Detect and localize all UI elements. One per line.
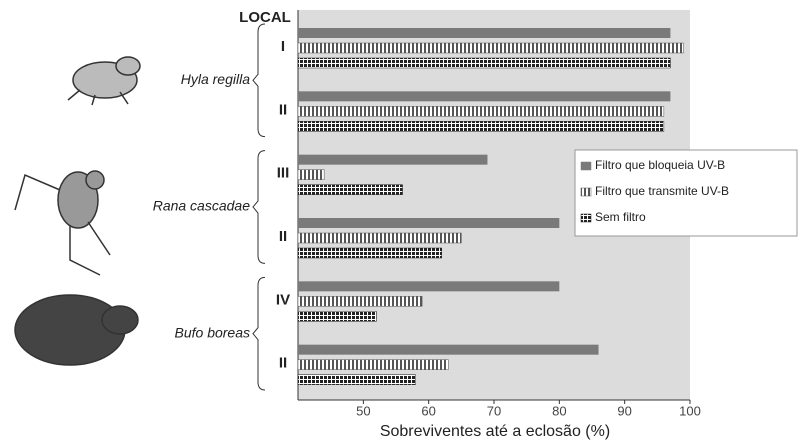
- site-label: II: [279, 355, 287, 372]
- x-tick-label: 90: [617, 403, 631, 418]
- legend-label: Filtro que transmite UV-B: [595, 184, 729, 198]
- bar: [298, 311, 376, 321]
- site-label: II: [279, 228, 287, 245]
- group-brace: [253, 24, 265, 137]
- bar: [298, 121, 664, 131]
- x-tick-label: 50: [356, 403, 370, 418]
- group-brace: [253, 277, 265, 390]
- bar: [298, 296, 422, 306]
- group-label: Rana cascadae: [153, 198, 251, 214]
- legend-label: Sem filtro: [595, 210, 646, 224]
- bar: [298, 218, 559, 228]
- legend-swatch: [581, 188, 591, 196]
- bar: [298, 155, 487, 165]
- site-label: II: [279, 101, 287, 118]
- x-tick-label: 100: [679, 403, 701, 418]
- bar: [298, 375, 416, 385]
- bar: [298, 345, 599, 355]
- x-label: Sobreviventes até a eclosão (%): [380, 423, 610, 440]
- bar: [298, 106, 664, 116]
- x-tick-label: 60: [421, 403, 435, 418]
- bar: [298, 281, 559, 291]
- group-label: Hyla regilla: [181, 71, 250, 87]
- bar: [298, 91, 670, 101]
- legend-swatch: [581, 214, 591, 222]
- bar: [298, 28, 670, 38]
- site-label: IV: [276, 291, 290, 308]
- bar: [298, 248, 442, 258]
- bar: [298, 233, 461, 243]
- bar: [298, 58, 670, 68]
- x-tick-label: 70: [487, 403, 501, 418]
- legend-label: Filtro que bloqueia UV-B: [595, 158, 725, 172]
- site-label: III: [277, 165, 290, 182]
- legend-swatch: [581, 162, 591, 170]
- group-brace: [253, 151, 265, 264]
- x-tick-label: 80: [552, 403, 566, 418]
- chart: LOCAL Sobreviventes até a eclosão (%) 50…: [0, 0, 798, 444]
- group-label: Bufo boreas: [175, 324, 251, 340]
- frog-illustrations: [15, 57, 140, 365]
- site-label: I: [281, 38, 285, 55]
- bar: [298, 43, 683, 53]
- y-title: LOCAL: [239, 9, 291, 26]
- bar: [298, 170, 324, 180]
- bar: [298, 185, 403, 195]
- bar: [298, 360, 448, 370]
